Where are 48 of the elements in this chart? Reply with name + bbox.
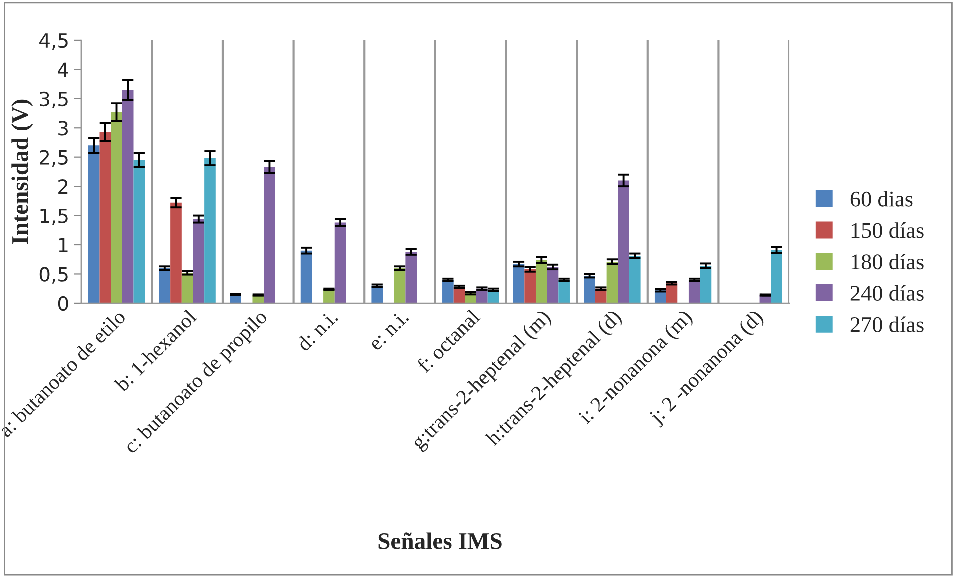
bar [122,90,134,304]
bar [159,268,171,304]
y-tick-label: 1 [59,238,68,252]
bar [558,280,570,304]
bar [334,222,346,304]
bar [618,180,630,304]
bar [134,160,146,304]
y-tick-label: 3 [58,121,68,136]
bar [264,167,276,304]
bar [700,266,712,304]
bar [547,267,559,304]
y-tick-label: 3,5 [40,92,68,109]
bar [688,280,700,304]
y-tick-label: 4 [58,62,68,78]
bar [524,270,536,304]
y-tick-label: 0,5 [40,267,68,284]
y-tick-label: 4,5 [40,34,68,50]
y-tick-label: 1,5 [40,209,68,226]
bar [771,250,782,304]
bar [170,202,182,304]
bar [606,262,618,304]
bar [193,219,205,304]
bar [111,112,122,304]
legend-label: 240 días [850,285,924,302]
y-tick-label: 0 [58,296,68,312]
bar [442,280,454,304]
legend-label: 150 días [852,222,924,238]
bar [629,256,641,304]
legend-label: 60 dias [850,191,913,207]
bar [666,284,678,304]
bar [406,252,418,304]
legend-label: 270 días [850,316,924,332]
bar [536,260,548,304]
bar [88,146,100,304]
bar [182,273,194,304]
bar [100,132,112,304]
legend-label: 180 días [852,254,924,270]
x-tick-label: e: n.i. [368,310,410,352]
bar [394,268,406,304]
x-tick-label: d: n.i. [296,309,339,352]
y-axis-title: Intensidad (V) [12,100,34,244]
y-tick-label: 2,5 [40,150,68,167]
x-axis-title: Señales IMS [378,532,502,550]
y-tick-label: 2 [58,180,68,194]
bar [204,158,216,304]
bar [513,264,525,304]
bar [300,250,312,304]
bar [584,276,596,304]
